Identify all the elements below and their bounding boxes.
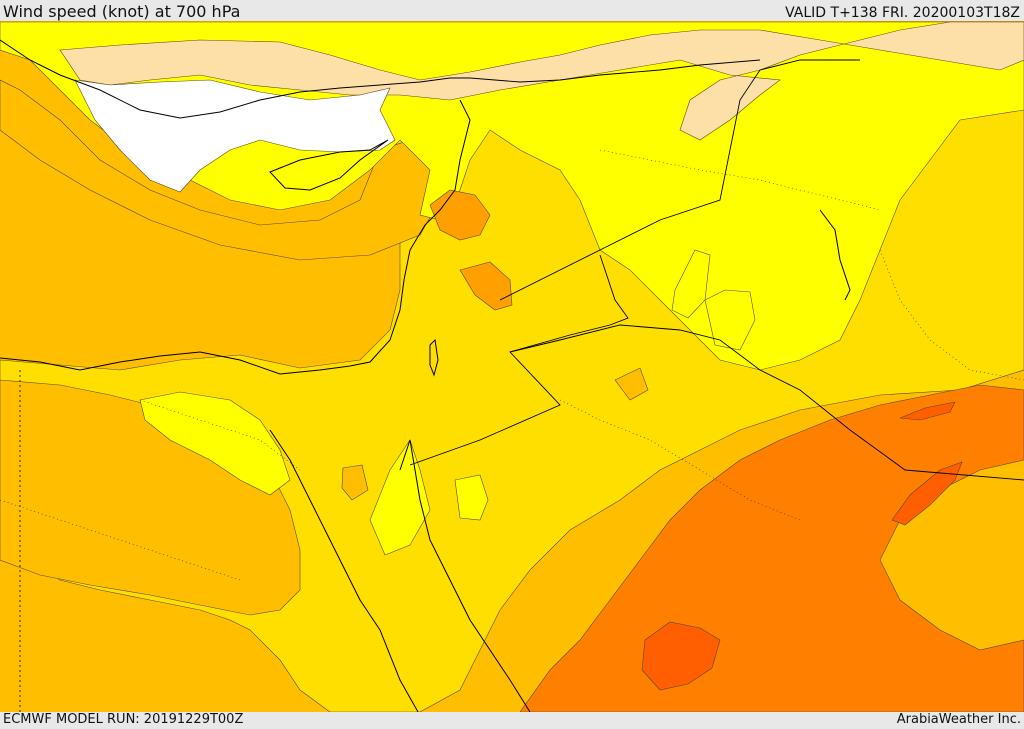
field-redorange-streak-1 (899, 401, 956, 421)
field-amber-blob-2 (341, 464, 369, 501)
field-yellow-blob-1 (454, 474, 489, 521)
header-bar: Wind speed (knot) at 700 hPa VALID T+138… (0, 0, 1024, 21)
footer-bar: ECMWF MODEL RUN: 20191229T00Z ArabiaWeat… (0, 712, 1024, 729)
coastline-turkey (0, 39, 470, 119)
border-jordan-saudi (509, 324, 1024, 481)
field-redorange-core (641, 621, 721, 691)
border-turkey-syria (469, 59, 761, 83)
model-run-label: ECMWF MODEL RUN: 20191229T00Z (3, 712, 244, 727)
valid-time-label: VALID T+138 FRI. 20200103T18Z (785, 5, 1020, 21)
coastline-gulf (819, 209, 851, 301)
field-yellow-sinai (139, 391, 291, 496)
border-syria-iraq (499, 59, 860, 301)
field-redorange-streak-2 (891, 461, 963, 526)
field-amber-blob-1 (614, 367, 649, 401)
border-internal-3 (599, 149, 881, 211)
border-internal-2 (559, 399, 801, 521)
field-yellow-blob-2 (704, 289, 756, 351)
coastline-red-sea-west (269, 429, 419, 712)
field-orange-jordan (459, 261, 513, 311)
field-yellow-blob-3 (671, 249, 711, 319)
coastline-dead-sea (429, 338, 439, 377)
border-jordan-iraq (409, 254, 629, 466)
coastline-north-africa (0, 99, 471, 375)
coastline-red-sea-east (399, 439, 531, 712)
wind-speed-map-svg (0, 21, 1024, 712)
credit-label: ArabiaWeather Inc. (896, 712, 1021, 727)
border-internal-5 (879, 249, 1024, 381)
field-white-aegean (74, 79, 396, 193)
map-title: Wind speed (knot) at 700 hPa (3, 2, 241, 21)
coastline-cyprus (269, 139, 389, 191)
wind-speed-map (0, 21, 1024, 712)
